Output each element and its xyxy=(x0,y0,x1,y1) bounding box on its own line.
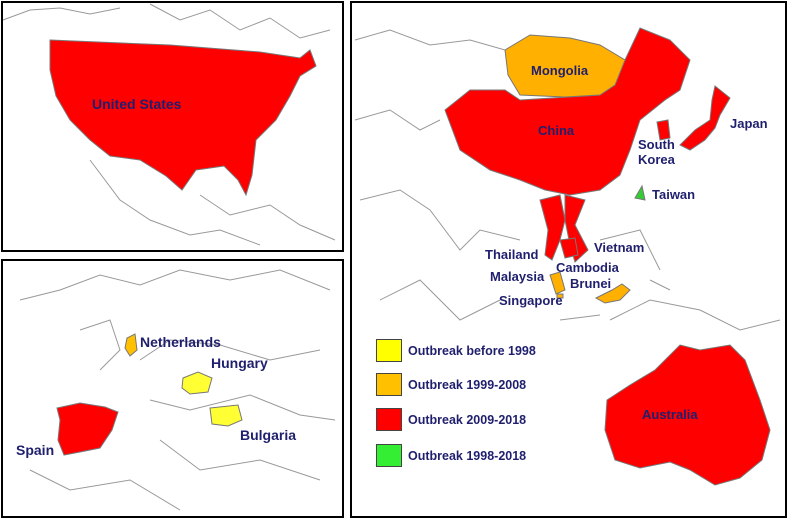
region-malaysia xyxy=(549,271,566,295)
label: Cambodia xyxy=(556,260,619,275)
region-china xyxy=(444,27,691,196)
label: Australia xyxy=(642,407,698,422)
legend-swatch xyxy=(376,373,402,396)
legend-label: Outbreak before 1998 xyxy=(408,344,536,358)
region-japan xyxy=(679,85,731,151)
region-united-states xyxy=(49,39,317,197)
outline xyxy=(354,29,781,331)
outline xyxy=(2,3,336,246)
legend-label: Outbreak 2009-2018 xyxy=(408,413,527,427)
label: China xyxy=(538,123,575,138)
region-mongolia xyxy=(504,34,626,98)
region-netherlands xyxy=(124,333,138,357)
label: Hungary xyxy=(211,355,268,371)
region-taiwan xyxy=(634,184,646,201)
label: South Korea xyxy=(638,137,675,167)
region-spain xyxy=(56,402,119,456)
label: Bulgaria xyxy=(240,427,297,443)
label: Japan xyxy=(730,116,768,131)
label: Netherlands xyxy=(140,334,221,350)
label: Spain xyxy=(16,442,55,458)
legend-swatch xyxy=(376,444,402,467)
region-thailand xyxy=(539,194,566,261)
region-brunei xyxy=(594,283,631,304)
outline xyxy=(19,269,336,511)
legend-label: Outbreak 1998-2018 xyxy=(408,449,527,463)
label: Thailand xyxy=(485,247,539,262)
legend-swatch xyxy=(376,339,402,362)
region-bulgaria xyxy=(209,404,243,427)
region-south-korea xyxy=(656,119,671,141)
legend-swatch xyxy=(376,408,402,431)
legend-label: Outbreak 1999-2008 xyxy=(408,378,527,392)
label: Vietnam xyxy=(594,240,645,255)
region-cambodia xyxy=(559,237,579,259)
label: Malaysia xyxy=(490,269,545,284)
label: Mongolia xyxy=(531,63,589,78)
label: Singapore xyxy=(499,293,563,308)
label: Brunei xyxy=(570,276,612,291)
region-australia xyxy=(604,344,771,486)
region-singapore xyxy=(556,293,564,299)
label: Taiwan xyxy=(652,187,696,202)
region-hungary xyxy=(181,371,213,395)
label: United States xyxy=(92,96,182,112)
panel-europe xyxy=(1,259,344,518)
